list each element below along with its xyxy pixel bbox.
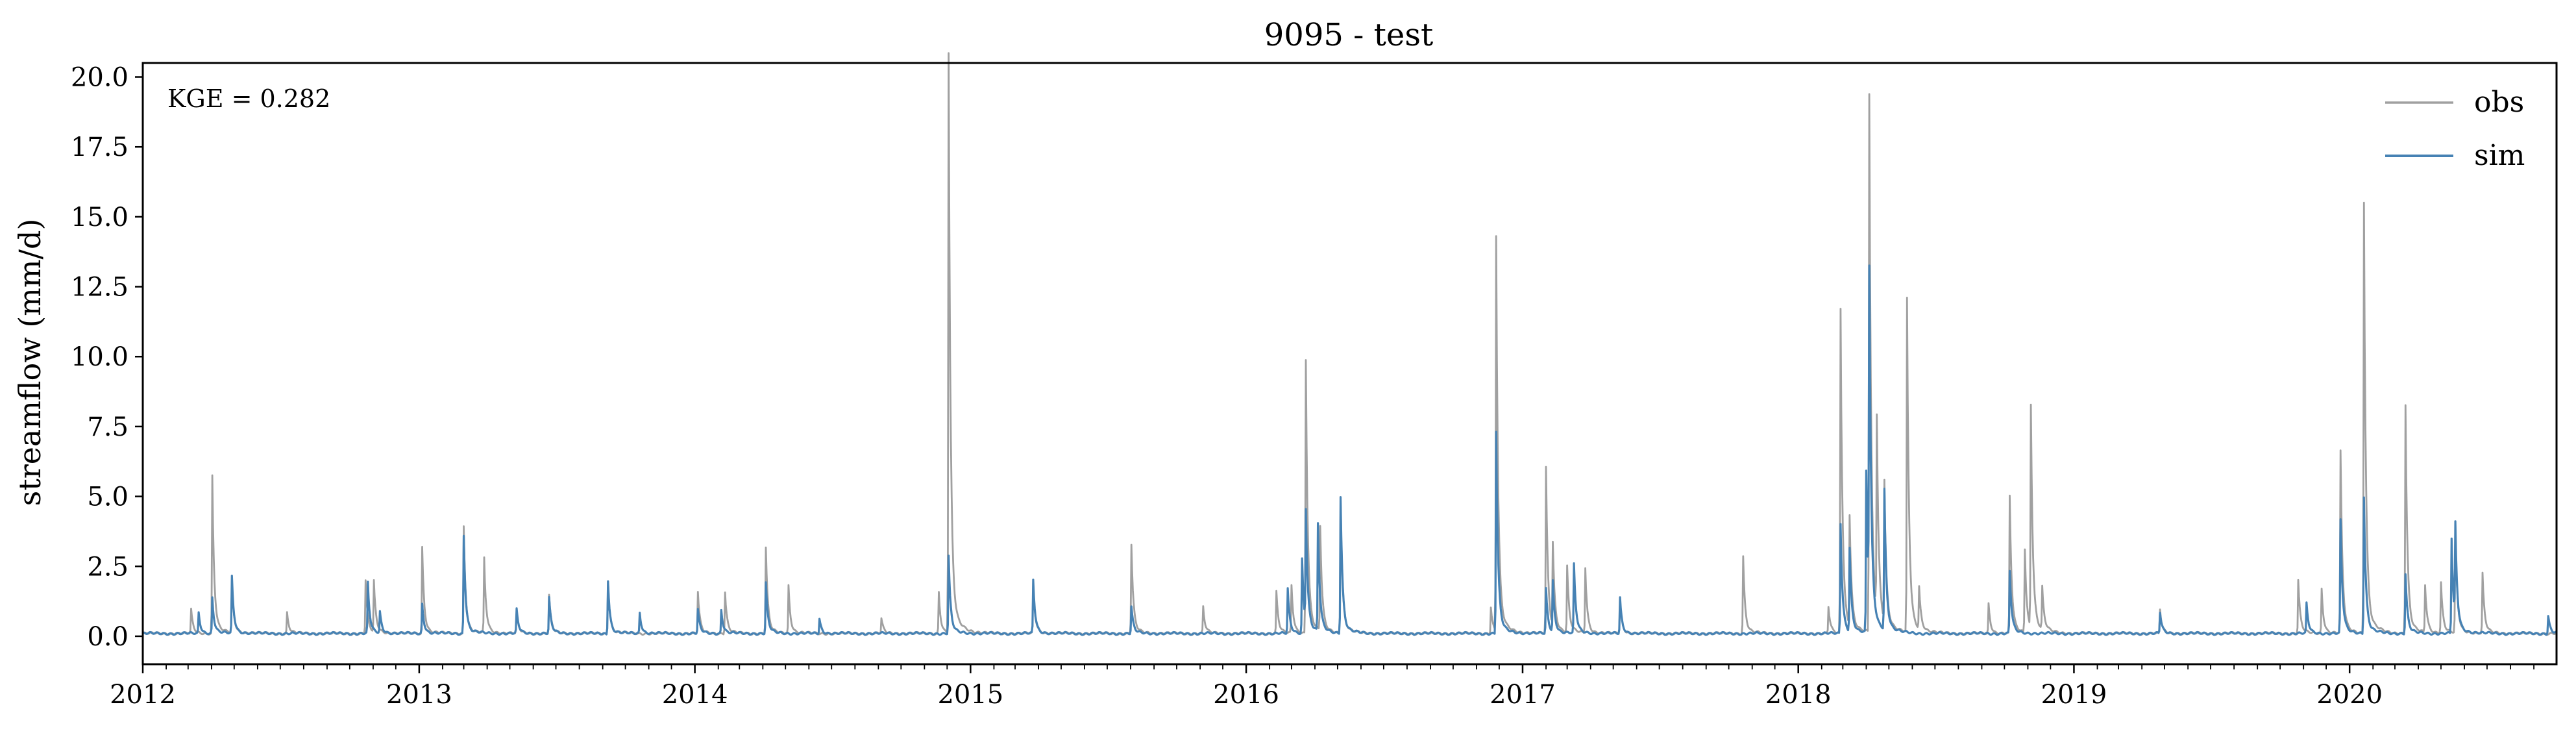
y-tick-label: 10.0 xyxy=(71,342,129,372)
axes: 0.0 2.5 5.0 7.5 10.0 12.5 15.0 17.5 20.0 2012 2013… xyxy=(71,63,2534,710)
y-tick-label: 20.0 xyxy=(71,63,129,93)
y-tick-label: 5.0 xyxy=(87,482,129,512)
kge-annotation: KGE = 0.282 xyxy=(167,84,330,113)
series-line-obs xyxy=(142,52,2557,636)
y-tick-label: 2.5 xyxy=(87,552,129,582)
plot-frame xyxy=(141,62,2558,666)
y-axis-label: streamflow (mm/d) xyxy=(12,219,47,506)
series-line-sim xyxy=(142,264,2557,636)
y-tick-label: 17.5 xyxy=(71,132,129,162)
chart-title: 9095 - test xyxy=(1264,17,1434,53)
y-tick-label: 15.0 xyxy=(71,203,129,232)
x-tick-label: 2016 xyxy=(1213,680,1279,710)
x-tick-label: 2017 xyxy=(1490,680,1556,710)
x-tick-label: 2012 xyxy=(110,680,176,710)
y-tick-label: 0.0 xyxy=(87,622,129,652)
legend: obs sim xyxy=(2385,86,2525,172)
x-tick-label: 2018 xyxy=(1765,680,1832,710)
legend-label-obs: obs xyxy=(2474,86,2524,119)
y-tick-label: 12.5 xyxy=(71,273,129,303)
legend-label-sim: sim xyxy=(2474,139,2525,172)
y-tick-label: 7.5 xyxy=(87,412,129,442)
x-tick-label: 2013 xyxy=(386,680,452,710)
x-tick-label: 2020 xyxy=(2316,680,2383,710)
x-tick-label: 2015 xyxy=(937,680,1003,710)
x-tick-label: 2014 xyxy=(662,680,728,710)
plot-area xyxy=(142,52,2557,636)
x-tick-label: 2019 xyxy=(2041,680,2107,710)
